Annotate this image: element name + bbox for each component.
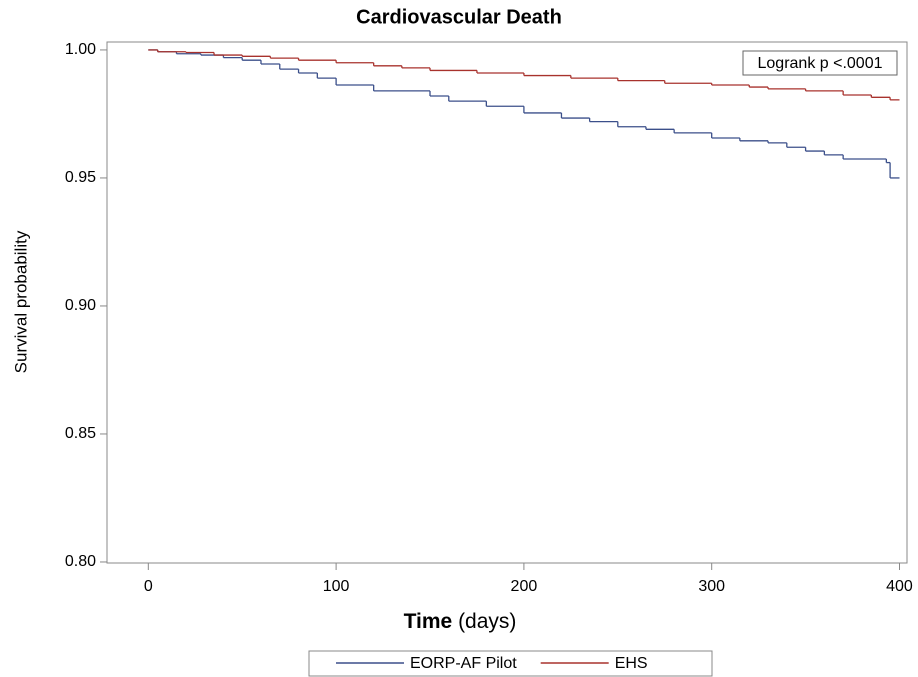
- y-tick-label: 0.85: [65, 425, 96, 442]
- legend-label: EHS: [615, 655, 648, 672]
- x-tick-label: 100: [323, 578, 350, 595]
- y-tick-label: 0.90: [65, 297, 96, 314]
- y-tick-label: 1.00: [65, 41, 96, 58]
- legend-label: EORP-AF Pilot: [410, 655, 517, 672]
- x-tick-label: 300: [698, 578, 725, 595]
- plot-frame: [106, 41, 908, 564]
- y-axis-label: Survival probability: [11, 230, 30, 373]
- annotation: Logrank p <.0001: [758, 55, 883, 72]
- x-tick-label: 200: [511, 578, 538, 595]
- x-axis-label-bold: Time: [404, 610, 453, 633]
- chart-title: Cardiovascular Death: [356, 6, 562, 28]
- x-tick-label: 0: [144, 578, 153, 595]
- x-axis-label: Time (days): [404, 610, 517, 633]
- y-tick-label: 0.80: [65, 553, 96, 570]
- x-tick-label: 400: [886, 578, 913, 595]
- annotation-box: [742, 50, 898, 76]
- x-axis-label-unit: (days): [458, 610, 516, 633]
- y-tick-label: 0.95: [65, 169, 96, 186]
